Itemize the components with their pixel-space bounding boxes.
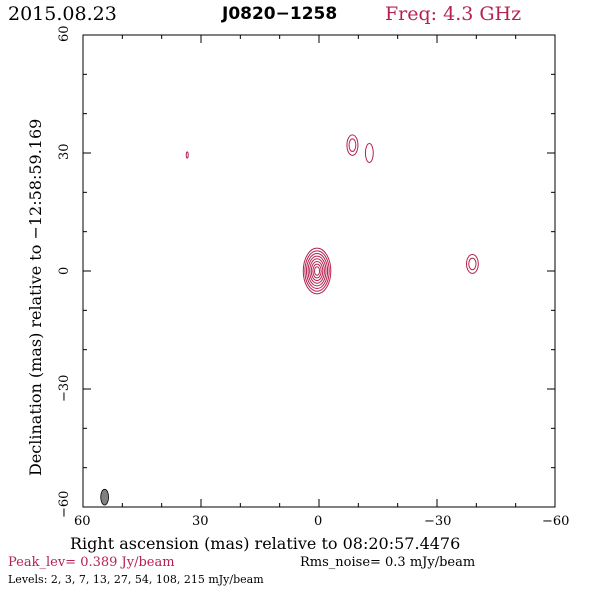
x-axis-label: Right ascension (mas) relative to 08:20:… (70, 534, 461, 553)
y-axis-label: Declination (mas) relative to −12:58:59.… (26, 118, 45, 476)
contour-knot-a (346, 134, 359, 156)
y-tick-label: 60 (57, 25, 72, 42)
contour-core (312, 263, 322, 279)
observation-date: 2015.08.23 (8, 3, 117, 25)
contour-core (310, 260, 324, 282)
contour-core (309, 258, 325, 284)
contour-levels: Levels: 2, 3, 7, 13, 27, 54, 108, 215 mJ… (8, 573, 264, 586)
contour-knot-c (468, 257, 477, 271)
x-tick-label: 0 (314, 514, 323, 529)
contour-core (305, 252, 329, 290)
y-tick-label: −30 (57, 374, 72, 402)
y-tick-label: 30 (57, 143, 72, 160)
contour-core (313, 266, 321, 276)
beam-ellipse (100, 488, 109, 506)
contour-core (302, 247, 332, 295)
contour-knot-d (185, 151, 189, 159)
x-tick-label: 30 (192, 514, 209, 529)
tick-marks (82, 34, 556, 508)
peak-level: Peak_lev= 0.389 Jy/beam (8, 555, 175, 570)
contour-core (304, 250, 330, 292)
contour-layer (185, 134, 479, 295)
beam-shape (100, 488, 109, 506)
x-tick-label: 60 (74, 514, 91, 529)
contour-core (307, 255, 327, 287)
contour-knot-a (348, 138, 357, 152)
rms-noise: Rms_noise= 0.3 mJy/beam (300, 555, 476, 570)
plot-frame (82, 34, 556, 508)
x-tick-label: −30 (424, 514, 452, 529)
contour-knot-c (466, 253, 479, 274)
frequency-label: Freq: 4.3 GHz (385, 3, 522, 25)
y-tick-label: 0 (57, 266, 72, 275)
contour-knot-b (364, 143, 374, 163)
y-tick-label: −60 (57, 490, 72, 518)
x-tick-label: −60 (542, 514, 570, 529)
source-name: J0820−1258 (222, 4, 338, 24)
